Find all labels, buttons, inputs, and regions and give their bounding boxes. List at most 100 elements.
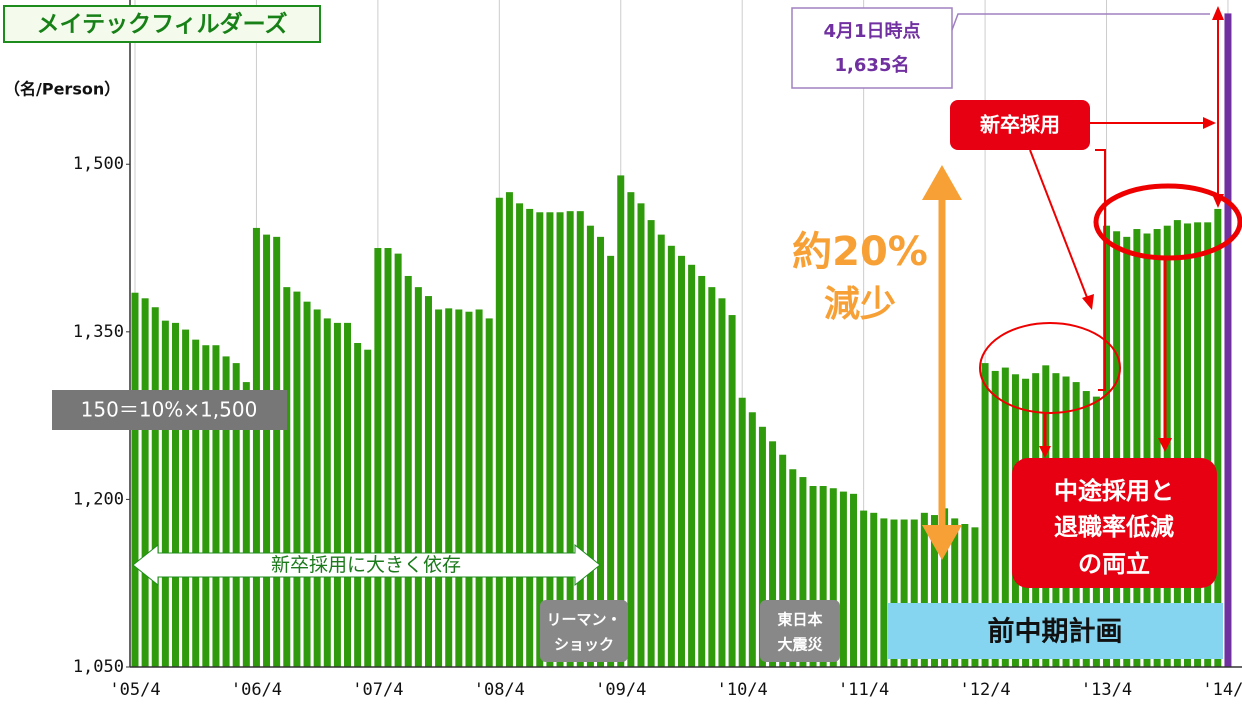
x-tick-label: '09/4 xyxy=(595,680,646,700)
dependence-arrow xyxy=(132,543,601,587)
bar xyxy=(627,192,635,667)
bars: 1,050 1,200 1,350 1,500 '05/4 '06/4 '07/4 '08/4… xyxy=(73,0,1242,700)
bar xyxy=(951,518,959,667)
y-tick-label: 1,500 xyxy=(73,154,124,174)
bar xyxy=(900,519,908,667)
bar xyxy=(151,307,159,667)
annotation: ショック xyxy=(554,636,614,654)
bar xyxy=(576,211,584,667)
highlight xyxy=(979,322,1121,414)
annotation: 1,635名 xyxy=(835,54,910,76)
bar xyxy=(748,412,756,667)
bar xyxy=(799,477,807,667)
result-box xyxy=(1012,458,1217,588)
bar xyxy=(495,197,503,667)
bar xyxy=(1143,233,1151,667)
annotation: 中途採用と xyxy=(1054,477,1174,505)
bar xyxy=(1001,367,1009,667)
bar xyxy=(536,212,544,667)
bar xyxy=(819,486,827,667)
arrow-head xyxy=(922,165,962,200)
bar xyxy=(647,220,655,668)
bar xyxy=(1214,208,1222,667)
bar xyxy=(981,363,989,667)
leader xyxy=(951,13,1210,31)
annotation: の両立 xyxy=(1078,550,1150,578)
bar xyxy=(546,212,554,667)
bar xyxy=(1153,229,1161,667)
bar xyxy=(779,454,787,667)
bar xyxy=(1133,229,1141,667)
annotation: 東日本 xyxy=(777,611,822,629)
bar xyxy=(617,175,625,668)
new-grad-box xyxy=(950,100,1090,150)
annotation: 約20% xyxy=(792,229,928,275)
chart-title: メイテックフィルダーズ xyxy=(37,11,288,38)
bar xyxy=(930,515,938,667)
bar xyxy=(323,318,331,667)
annotation: 新卒採用に大きく依存 xyxy=(271,554,461,576)
bar xyxy=(293,291,301,667)
annotation: 新卒採用 xyxy=(980,113,1060,137)
annotation: 150＝10%×1,500 xyxy=(81,398,258,422)
bar xyxy=(789,469,797,667)
x-tick-label: '12/4 xyxy=(959,680,1010,700)
bar xyxy=(1204,222,1212,668)
bar xyxy=(384,248,392,667)
bar xyxy=(586,225,594,667)
bar xyxy=(1183,223,1191,667)
bar xyxy=(637,203,645,667)
bar xyxy=(870,512,878,667)
bar xyxy=(344,322,352,667)
bar xyxy=(435,309,443,667)
bar xyxy=(131,292,139,667)
bar xyxy=(404,275,412,667)
bar xyxy=(283,287,291,667)
bar xyxy=(698,275,706,667)
bar xyxy=(424,296,432,667)
bar xyxy=(374,248,382,667)
arrow xyxy=(1095,149,1106,391)
y-tick-label: 1,200 xyxy=(73,489,124,509)
x-tick-label: '08/4 xyxy=(474,680,525,700)
bar xyxy=(192,339,200,667)
bar xyxy=(1194,222,1202,668)
bar xyxy=(202,345,210,667)
bar xyxy=(354,342,362,667)
annotation: 前中期計画 xyxy=(988,616,1123,648)
bar xyxy=(303,301,311,667)
y-axis-label: （名/Person） xyxy=(4,80,120,99)
bar xyxy=(1224,13,1232,667)
bar xyxy=(850,493,858,667)
x-tick-label: '05/4 xyxy=(109,680,160,700)
bar xyxy=(738,397,746,667)
event-box xyxy=(760,600,840,662)
bar xyxy=(971,527,979,667)
bar xyxy=(182,329,190,667)
bar xyxy=(718,298,726,667)
x-tick-label: '13/4 xyxy=(1081,680,1132,700)
bar xyxy=(445,308,453,667)
bar xyxy=(1173,220,1181,668)
bar xyxy=(597,236,605,668)
x-tick-label: '07/4 xyxy=(352,680,403,700)
bar xyxy=(161,320,169,667)
bar xyxy=(171,322,179,667)
bar xyxy=(769,441,777,667)
bar xyxy=(890,519,898,667)
bar xyxy=(566,211,574,667)
bar xyxy=(273,236,281,668)
x-tick-label: '14/4 xyxy=(1202,680,1242,700)
bar xyxy=(252,227,260,667)
bar xyxy=(758,426,766,667)
bar xyxy=(688,264,696,667)
bar xyxy=(991,370,999,667)
bar xyxy=(475,309,483,667)
bar xyxy=(364,349,372,667)
bar xyxy=(607,255,615,667)
y-tick-label: 1,050 xyxy=(73,657,124,677)
bar xyxy=(1123,236,1131,668)
count-box xyxy=(791,7,953,89)
bar xyxy=(505,192,513,667)
bar xyxy=(839,491,847,667)
